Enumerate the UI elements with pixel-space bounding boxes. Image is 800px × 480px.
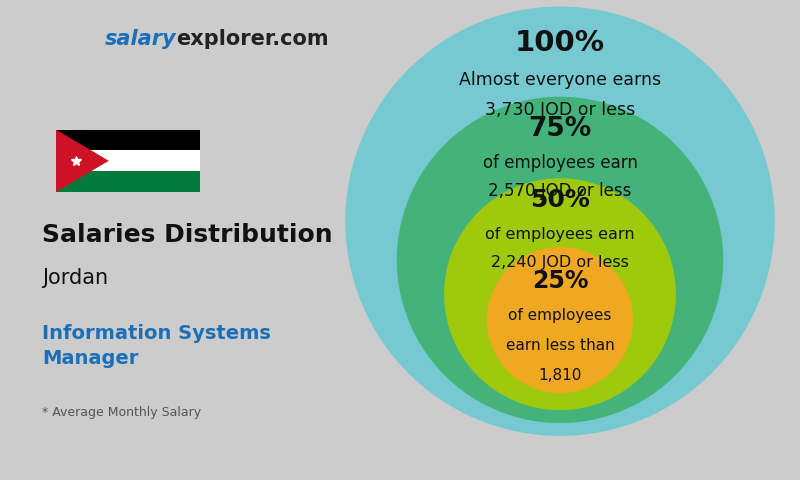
Text: Information Systems
Manager: Information Systems Manager <box>42 324 271 368</box>
Text: of employees earn: of employees earn <box>485 227 635 241</box>
Text: earn less than: earn less than <box>506 338 614 353</box>
Text: 2,570 JOD or less: 2,570 JOD or less <box>488 182 632 200</box>
Text: of employees: of employees <box>508 308 612 323</box>
Text: 2,240 JOD or less: 2,240 JOD or less <box>491 254 629 270</box>
Text: of employees earn: of employees earn <box>482 154 638 172</box>
Text: 100%: 100% <box>515 29 605 57</box>
Text: salary: salary <box>104 29 176 49</box>
Circle shape <box>397 97 723 423</box>
Text: Salaries Distribution: Salaries Distribution <box>42 223 333 247</box>
Text: * Average Monthly Salary: * Average Monthly Salary <box>42 406 202 420</box>
Bar <box>56 150 200 171</box>
Text: Jordan: Jordan <box>42 268 108 288</box>
Text: explorer.com: explorer.com <box>176 29 329 49</box>
Text: 3,730 JOD or less: 3,730 JOD or less <box>485 101 635 119</box>
Text: 75%: 75% <box>528 116 592 142</box>
Circle shape <box>444 178 676 410</box>
Circle shape <box>346 7 774 436</box>
Circle shape <box>487 247 633 393</box>
Bar <box>56 130 200 150</box>
Text: 25%: 25% <box>532 269 588 293</box>
Text: Almost everyone earns: Almost everyone earns <box>459 71 661 88</box>
Polygon shape <box>56 130 109 192</box>
Text: 1,810: 1,810 <box>538 368 582 384</box>
Text: 50%: 50% <box>530 188 590 212</box>
Bar <box>56 171 200 192</box>
